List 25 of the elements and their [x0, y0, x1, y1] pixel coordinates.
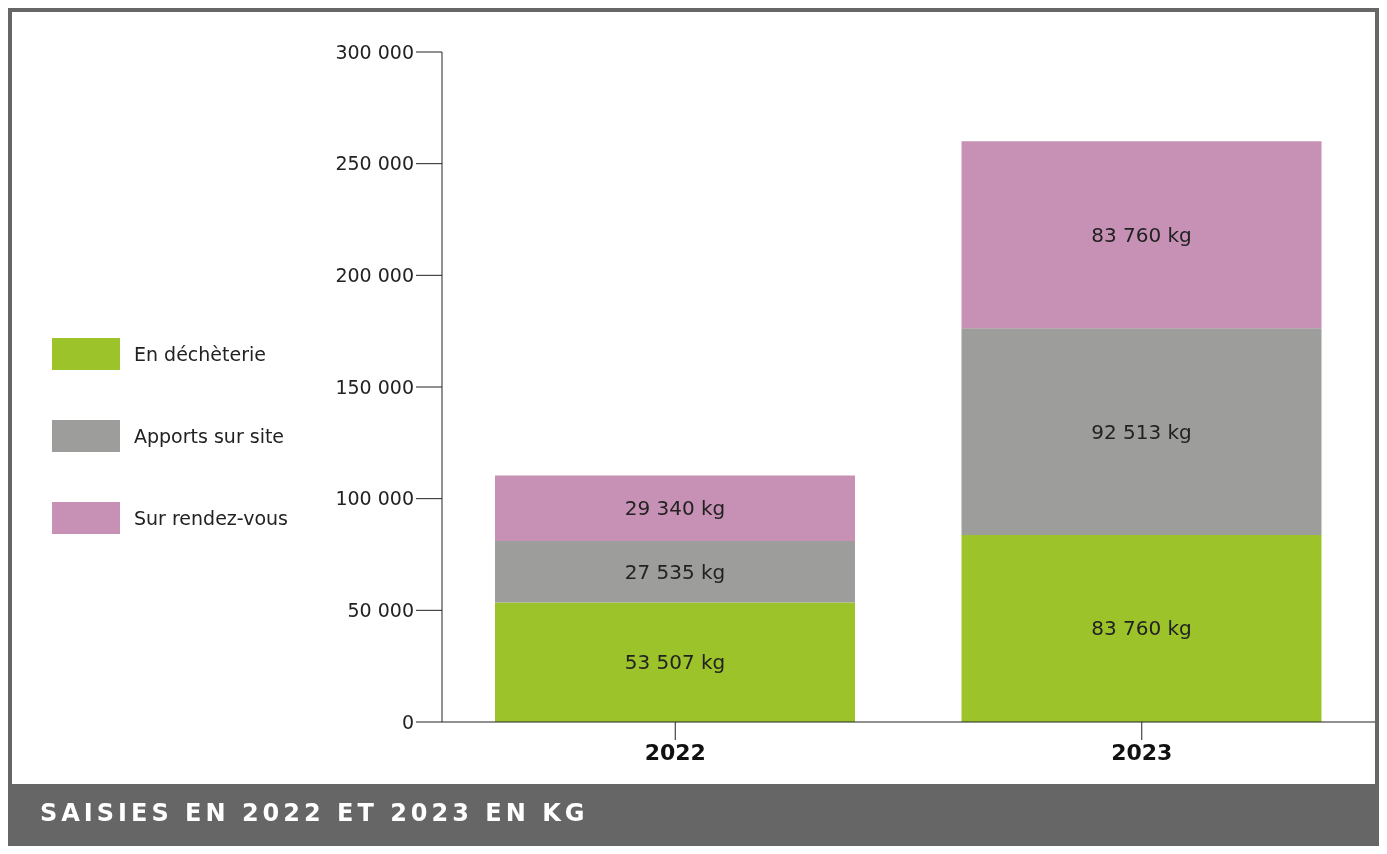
y-tick-label: 100 000	[335, 487, 414, 510]
data-label: 83 760 kg	[1091, 616, 1192, 641]
x-tick-label: 2023	[1111, 739, 1173, 765]
text: SAISIES EN 2022 ET 2023 EN KG	[12, 784, 1375, 842]
legend-label: Sur rendez-vous	[134, 507, 288, 529]
data-label: 27 535 kg	[624, 559, 726, 584]
bar	[961, 534, 1322, 722]
data-label: 29 340 kg	[624, 496, 726, 521]
bar	[495, 475, 855, 542]
x-tick-label: 2022	[644, 739, 706, 765]
data-label: 83 760 kg	[1091, 222, 1192, 247]
y-tick-label: 250 000	[335, 152, 414, 175]
y-tick-label: 300 000	[335, 40, 414, 63]
y-tick-label: 150 000	[335, 375, 414, 398]
bar	[961, 328, 1322, 535]
bar	[961, 141, 1322, 329]
data-label: 53 507 kg	[624, 650, 726, 675]
legend-label: En déchèterie	[134, 343, 266, 365]
y-tick-label: 50 000	[347, 599, 414, 622]
bar	[495, 541, 855, 603]
data-label: 92 513 kg	[1091, 419, 1192, 444]
y-tick-label: 200 000	[335, 264, 414, 287]
y-tick-label: 0	[401, 710, 414, 733]
legend-label: Apports sur site	[134, 425, 285, 447]
bar	[495, 602, 855, 722]
